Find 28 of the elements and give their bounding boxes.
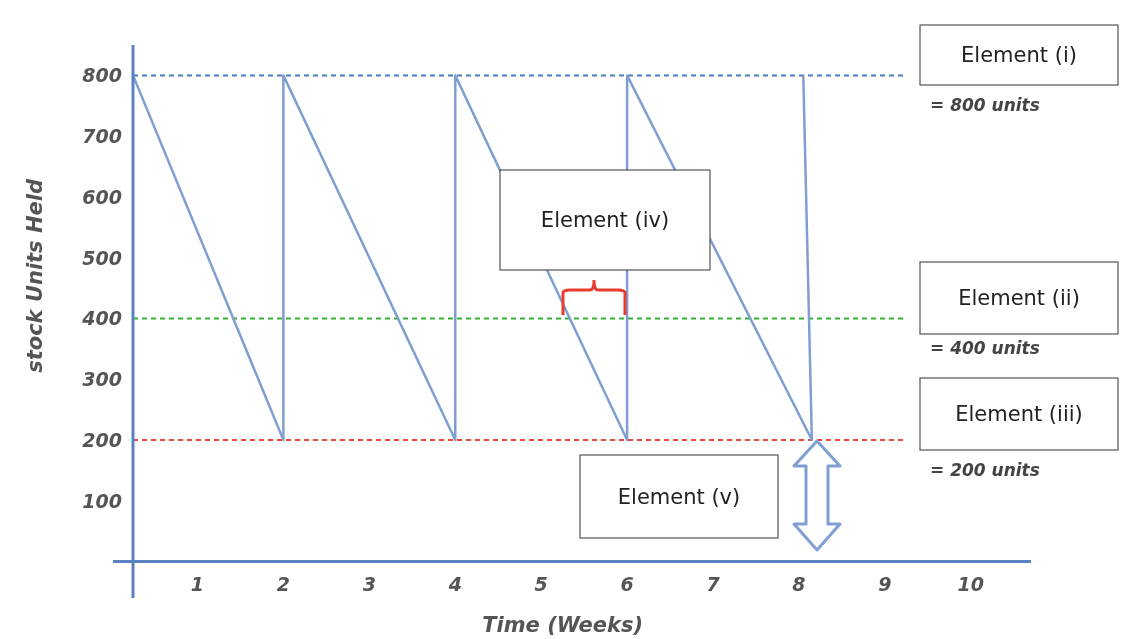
y-tick-label: 800: [82, 64, 122, 87]
ref-line-label: = 200 units: [930, 460, 1040, 480]
y-tick-label: 300: [82, 368, 122, 391]
x-tick-label: 4: [447, 573, 462, 595]
y-tick-label: 100: [82, 489, 122, 512]
x-tick-label: 2: [276, 573, 290, 595]
y-tick-label: 200: [82, 429, 122, 451]
x-axis-title: Time (Weeks): [482, 613, 644, 637]
x-tick-label: 10: [957, 573, 985, 595]
annotation: Element (ii): [958, 286, 1080, 310]
x-tick-label: 8: [792, 573, 806, 595]
x-tick-label: 5: [534, 573, 548, 595]
y-tick-label: 600: [82, 185, 122, 208]
annotation: Element (i): [961, 43, 1077, 67]
y-tick-label: 700: [82, 125, 122, 148]
y-axis-title: stock Units Held: [23, 178, 47, 373]
y-tick-label: 400: [81, 307, 122, 330]
x-tick-label: 1: [190, 573, 205, 595]
y-tick-label: 500: [82, 246, 122, 269]
ref-line-label: = 800 units: [930, 95, 1040, 116]
annotation: Element (iv): [540, 208, 670, 232]
annotation: Element (v): [617, 484, 741, 509]
ref-line-label: = 400 units: [930, 338, 1040, 359]
x-tick-label: 7: [706, 573, 721, 595]
x-tick-label: 3: [362, 573, 376, 595]
x-tick-label: 6: [620, 573, 634, 595]
x-tick-label: 9: [878, 573, 892, 595]
annotation: Element (iii): [955, 402, 1083, 426]
